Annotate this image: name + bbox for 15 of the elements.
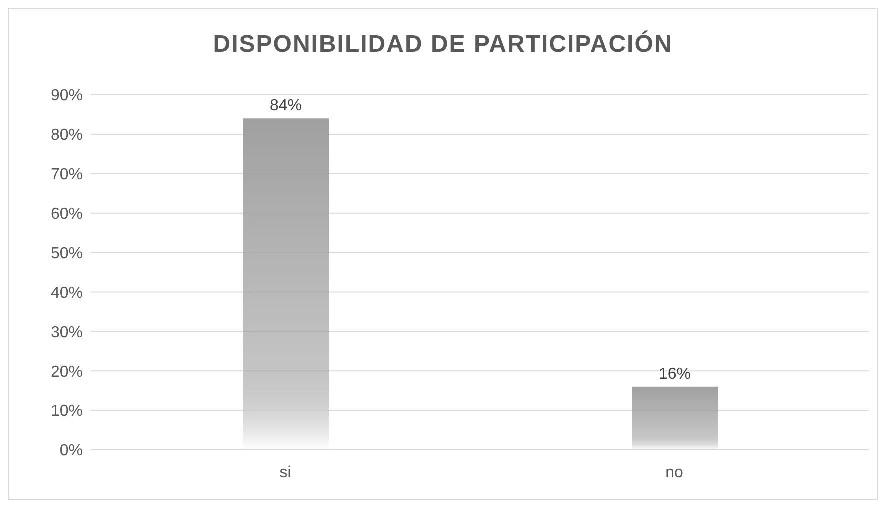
- x-tick-label: si: [280, 464, 292, 482]
- y-tick-label: 80%: [50, 127, 83, 144]
- chart-title: DISPONIBILIDAD DE PARTICIPACIÓN: [212, 31, 674, 59]
- data-label: 84%: [270, 98, 302, 115]
- y-tick-label: 30%: [50, 324, 83, 342]
- data-label: 16%: [658, 366, 692, 383]
- y-tick-label: 50%: [50, 245, 83, 262]
- y-tick-label: 10%: [50, 403, 83, 420]
- y-tick-label: 70%: [50, 166, 83, 184]
- y-tick-label: 40%: [50, 284, 83, 302]
- y-tick-label: 90%: [50, 88, 83, 105]
- y-tick-label: 0%: [60, 442, 83, 460]
- x-tick-label: no: [666, 464, 684, 482]
- y-tick-label: 60%: [50, 206, 83, 224]
- y-tick-label: 20%: [50, 364, 83, 381]
